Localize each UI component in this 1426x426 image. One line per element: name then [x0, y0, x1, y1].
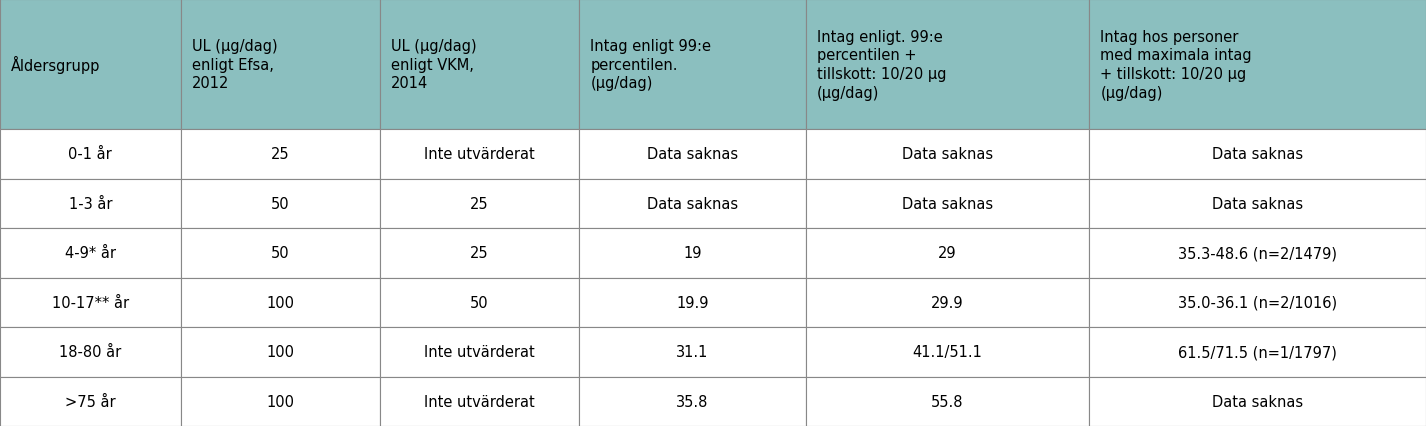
Bar: [0, 377, 181, 426]
Text: 50: 50: [271, 196, 289, 211]
Bar: [379, 377, 579, 426]
Text: 100: 100: [267, 295, 294, 310]
Text: 19: 19: [683, 246, 702, 261]
Text: 10-17** år: 10-17** år: [51, 295, 128, 310]
Bar: [379, 0, 579, 130]
Text: >75 år: >75 år: [66, 394, 116, 409]
Bar: [181, 229, 379, 278]
Bar: [379, 278, 579, 327]
Bar: [181, 179, 379, 229]
Bar: [0, 229, 181, 278]
Text: Intag enligt 99:e
percentilen.
(µg/dag): Intag enligt 99:e percentilen. (µg/dag): [590, 39, 712, 91]
Bar: [181, 130, 379, 179]
Bar: [1089, 377, 1426, 426]
Text: 19.9: 19.9: [676, 295, 709, 310]
Bar: [379, 179, 579, 229]
Text: Data saknas: Data saknas: [647, 147, 737, 162]
Text: Data saknas: Data saknas: [901, 196, 992, 211]
Bar: [579, 0, 806, 130]
Bar: [1089, 130, 1426, 179]
Bar: [379, 327, 579, 377]
Text: 0-1 år: 0-1 år: [68, 147, 113, 162]
Bar: [806, 278, 1089, 327]
Bar: [806, 327, 1089, 377]
Text: 50: 50: [271, 246, 289, 261]
Bar: [806, 377, 1089, 426]
Text: 25: 25: [471, 246, 489, 261]
Text: Data saknas: Data saknas: [901, 147, 992, 162]
Text: Inte utvärderat: Inte utvärderat: [424, 345, 535, 360]
Text: Inte utvärderat: Inte utvärderat: [424, 394, 535, 409]
Bar: [0, 327, 181, 377]
Text: 25: 25: [271, 147, 289, 162]
Text: 41.1/51.1: 41.1/51.1: [913, 345, 983, 360]
Text: 35.8: 35.8: [676, 394, 709, 409]
Text: 61.5/71.5 (n=1/1797): 61.5/71.5 (n=1/1797): [1178, 345, 1338, 360]
Text: 35.3-48.6 (n=2/1479): 35.3-48.6 (n=2/1479): [1178, 246, 1338, 261]
Bar: [0, 0, 181, 130]
Bar: [579, 229, 806, 278]
Bar: [181, 0, 379, 130]
Bar: [1089, 229, 1426, 278]
Text: 25: 25: [471, 196, 489, 211]
Bar: [0, 179, 181, 229]
Bar: [806, 130, 1089, 179]
Text: 35.0-36.1 (n=2/1016): 35.0-36.1 (n=2/1016): [1178, 295, 1338, 310]
Text: UL (µg/dag)
enligt VKM,
2014: UL (µg/dag) enligt VKM, 2014: [391, 39, 476, 91]
Text: 50: 50: [471, 295, 489, 310]
Text: 31.1: 31.1: [676, 345, 709, 360]
Bar: [579, 327, 806, 377]
Text: 29.9: 29.9: [931, 295, 964, 310]
Text: 29: 29: [938, 246, 957, 261]
Text: 100: 100: [267, 345, 294, 360]
Bar: [1089, 278, 1426, 327]
Text: Intag hos personer
med maximala intag
+ tillskott: 10/20 µg
(µg/dag): Intag hos personer med maximala intag + …: [1101, 30, 1252, 100]
Bar: [806, 229, 1089, 278]
Text: Inte utvärderat: Inte utvärderat: [424, 147, 535, 162]
Text: 18-80 år: 18-80 år: [60, 345, 121, 360]
Text: 4-9* år: 4-9* år: [64, 246, 116, 261]
Bar: [181, 278, 379, 327]
Bar: [379, 130, 579, 179]
Bar: [806, 0, 1089, 130]
Bar: [579, 179, 806, 229]
Bar: [806, 179, 1089, 229]
Text: Data saknas: Data saknas: [1212, 394, 1303, 409]
Text: Data saknas: Data saknas: [1212, 196, 1303, 211]
Text: Data saknas: Data saknas: [1212, 147, 1303, 162]
Text: Intag enligt. 99:e
percentilen +
tillskott: 10/20 µg
(µg/dag): Intag enligt. 99:e percentilen + tillsko…: [817, 30, 947, 100]
Bar: [1089, 327, 1426, 377]
Bar: [579, 377, 806, 426]
Bar: [0, 130, 181, 179]
Text: 1-3 år: 1-3 år: [68, 196, 113, 211]
Bar: [579, 130, 806, 179]
Bar: [181, 327, 379, 377]
Text: 100: 100: [267, 394, 294, 409]
Bar: [1089, 0, 1426, 130]
Bar: [181, 377, 379, 426]
Bar: [1089, 179, 1426, 229]
Bar: [379, 229, 579, 278]
Text: 55.8: 55.8: [931, 394, 964, 409]
Text: UL (µg/dag)
enligt Efsa,
2012: UL (µg/dag) enligt Efsa, 2012: [193, 39, 278, 91]
Text: Data saknas: Data saknas: [647, 196, 737, 211]
Bar: [0, 278, 181, 327]
Text: Åldersgrupp: Åldersgrupp: [11, 56, 101, 74]
Bar: [579, 278, 806, 327]
